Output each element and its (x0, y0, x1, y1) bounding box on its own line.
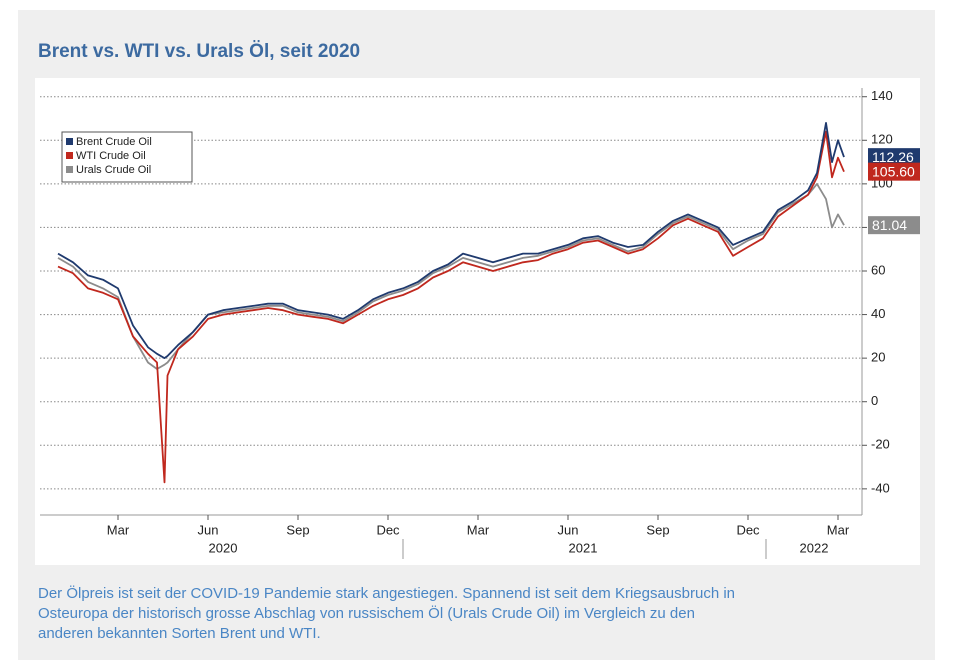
end-label: 81.04 (872, 217, 907, 233)
end-label-box (868, 216, 920, 235)
line-series (57, 183, 845, 370)
y-tick-label: -20 (871, 437, 890, 452)
legend-box (61, 131, 193, 183)
line-series (57, 122, 845, 359)
y-tick-label: -40 (871, 480, 890, 495)
legend-label: Brent Crude Oil (76, 136, 152, 148)
end-label: 112.26 (872, 149, 914, 165)
end-label-box (868, 148, 920, 167)
caption: Der Ölpreis ist seit der COVID-19 Pandem… (38, 585, 736, 642)
year-label: 2021 (569, 540, 598, 555)
y-tick-label: 20 (871, 350, 885, 365)
end-label-box (868, 162, 920, 181)
legend-label: Urals Crude Oil (76, 164, 151, 176)
y-tick-label: 120 (871, 132, 893, 147)
y-tick-label: 60 (871, 262, 885, 277)
x-tick-label: Mar (827, 522, 850, 537)
x-tick-label: Dec (736, 522, 760, 537)
x-tick-label: Jun (198, 522, 219, 537)
legend-swatch (66, 166, 73, 173)
x-tick-label: Mar (107, 522, 130, 537)
x-tick-label: Sep (646, 522, 669, 537)
y-tick-label: 140 (871, 88, 893, 103)
x-tick-label: Jun (558, 522, 579, 537)
legend-swatch (66, 152, 73, 159)
end-label: 105.60 (872, 163, 915, 179)
year-label: 2020 (209, 540, 238, 555)
chart: Brent vs. WTI vs. Urals Öl, seit 2020 14… (35, 41, 920, 565)
x-tick-label: Mar (467, 522, 490, 537)
y-tick-label: 0 (871, 393, 878, 408)
legend-swatch (66, 138, 73, 145)
line-series (57, 130, 845, 484)
x-tick-label: Sep (286, 522, 309, 537)
x-tick-label: Dec (376, 522, 400, 537)
y-tick-label: 40 (871, 306, 885, 321)
legend-label: WTI Crude Oil (76, 150, 146, 162)
year-label: 2022 (800, 540, 829, 555)
chart-title: Brent vs. WTI vs. Urals Öl, seit 2020 (38, 41, 360, 62)
